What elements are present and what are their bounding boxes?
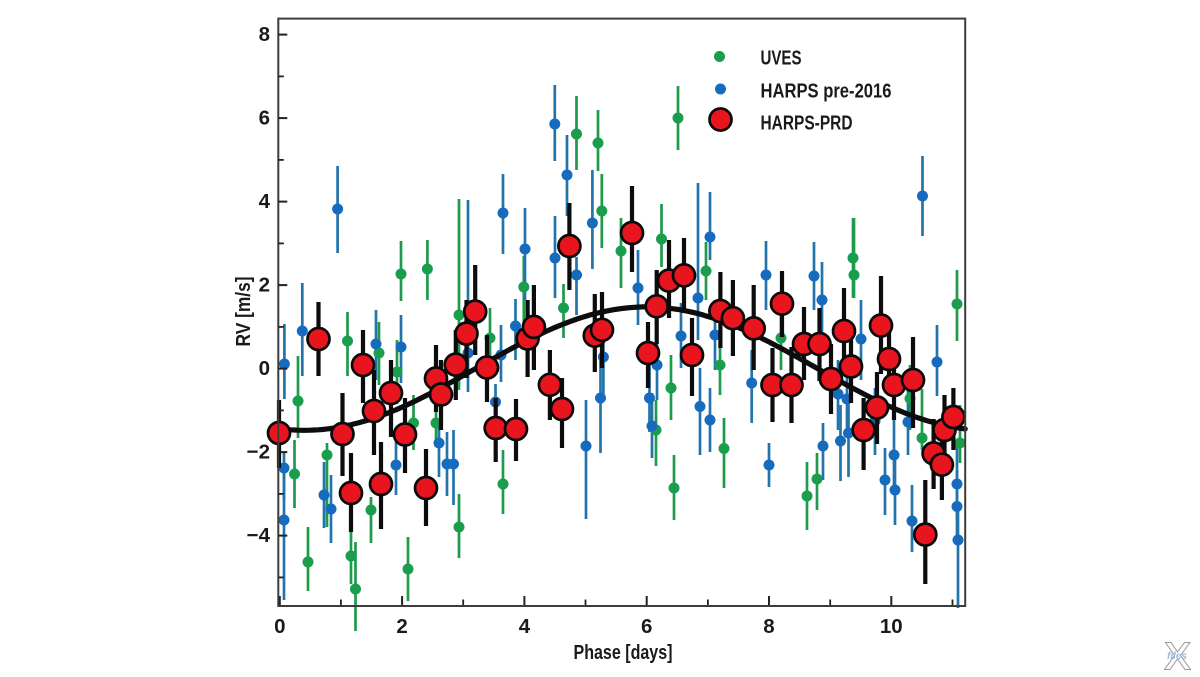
svg-text:2: 2 xyxy=(396,615,407,638)
svg-text:0: 0 xyxy=(274,615,285,638)
svg-text:−2: −2 xyxy=(247,441,270,464)
svg-text:2: 2 xyxy=(259,274,270,297)
svg-text:8: 8 xyxy=(259,23,270,46)
svg-text:UVES: UVES xyxy=(761,46,802,69)
svg-text:6: 6 xyxy=(641,615,652,638)
svg-text:−4: −4 xyxy=(247,524,271,547)
svg-text:files: files xyxy=(1167,651,1187,662)
svg-text:RV [m/s]: RV [m/s] xyxy=(233,277,255,347)
svg-text:6: 6 xyxy=(259,107,270,130)
svg-text:0: 0 xyxy=(259,357,270,380)
svg-text:HARPS pre-2016: HARPS pre-2016 xyxy=(761,80,892,103)
svg-text:8: 8 xyxy=(763,615,774,638)
svg-text:Phase [days]: Phase [days] xyxy=(574,642,673,664)
svg-text:4: 4 xyxy=(519,615,531,638)
svg-text:10: 10 xyxy=(880,615,903,638)
svg-text:HARPS-PRD: HARPS-PRD xyxy=(761,112,853,135)
svg-text:4: 4 xyxy=(259,190,271,213)
